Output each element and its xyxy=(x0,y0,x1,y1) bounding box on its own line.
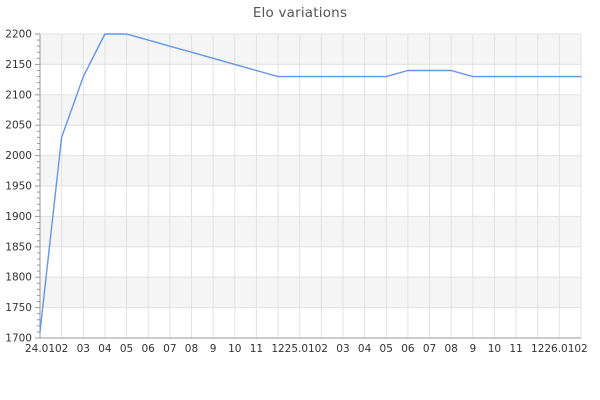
plot-band xyxy=(40,277,581,308)
x-tick-label: 12 xyxy=(271,343,284,355)
x-tick-label: 26.01 xyxy=(544,343,574,355)
y-tick-label: 2100 xyxy=(5,89,32,101)
x-tick-label: 12 xyxy=(531,343,544,355)
x-tick-label: 10 xyxy=(228,343,241,355)
x-tick-label: 07 xyxy=(163,343,176,355)
x-tick-label: 9 xyxy=(210,343,217,355)
y-tick-labels: 1700 1750 1800 1850 1900 1950 2000 2050 2100 2150… xyxy=(5,29,32,345)
x-tick-labels: 24.01 02 03 04 05 06 07 08 9 10 11 12 25.01 02 03 04 05 0… xyxy=(25,343,588,355)
y-tick-label: 1900 xyxy=(5,211,32,223)
y-tick-label: 2200 xyxy=(5,29,32,41)
x-tick-label: 9 xyxy=(469,343,476,355)
x-tick-label: 08 xyxy=(185,343,198,355)
y-tick-label: 1850 xyxy=(5,241,32,253)
plot-band xyxy=(40,216,581,247)
x-tick-label: 06 xyxy=(401,343,415,355)
y-tick-label: 2150 xyxy=(5,59,32,71)
x-tick-label: 02 xyxy=(574,343,587,355)
plot-band xyxy=(40,94,581,126)
elo-series-line xyxy=(39,33,582,333)
y-tick-label: 2000 xyxy=(5,150,32,162)
x-tick-label: 02 xyxy=(55,343,68,355)
x-tick-label: 05 xyxy=(120,343,133,355)
x-tick-label: 08 xyxy=(444,343,457,355)
y-tick-label: 1800 xyxy=(5,272,32,284)
x-tick-label: 03 xyxy=(77,343,90,355)
y-ticks xyxy=(35,33,40,339)
x-tick-label: 04 xyxy=(358,343,372,355)
y-tick-label: 2050 xyxy=(5,120,32,132)
x-tick-label: 06 xyxy=(142,343,156,355)
y-tick-label: 1950 xyxy=(5,181,32,193)
x-tick-label: 03 xyxy=(336,343,349,355)
x-tick-label: 07 xyxy=(423,343,436,355)
plot-bands xyxy=(40,34,581,308)
x-tick-label: 05 xyxy=(380,343,393,355)
x-tick-label: 11 xyxy=(250,343,263,355)
x-tick-label: 04 xyxy=(98,343,112,355)
chart-title: Elo variations xyxy=(252,5,348,21)
x-tick-label: 10 xyxy=(488,343,501,355)
plot-band xyxy=(40,155,581,186)
y-tick-label: 1700 xyxy=(5,333,32,345)
x-tick-label: 24.01 xyxy=(25,343,55,355)
y-tick-label: 1750 xyxy=(5,302,32,314)
x-tick-label: 02 xyxy=(315,343,328,355)
x-tick-label: 25.01 xyxy=(285,343,315,355)
plot-band xyxy=(40,34,581,65)
x-tick-label: 11 xyxy=(509,343,522,355)
